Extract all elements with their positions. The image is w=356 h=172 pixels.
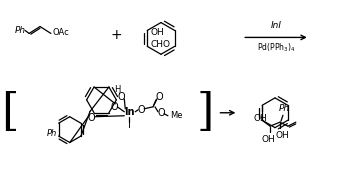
Text: Pd(PPh$_3$)$_4$: Pd(PPh$_3$)$_4$ <box>257 41 295 54</box>
Text: O: O <box>157 108 165 118</box>
Text: In: In <box>124 107 135 117</box>
Text: ]: ] <box>197 91 214 134</box>
Text: Ph: Ph <box>278 104 289 113</box>
Text: Ph: Ph <box>47 129 57 138</box>
Text: OH: OH <box>275 131 289 140</box>
Text: CHO: CHO <box>150 40 170 49</box>
Text: InI: InI <box>271 22 282 30</box>
Text: OH: OH <box>150 28 164 37</box>
Text: O: O <box>111 102 118 112</box>
Text: Me: Me <box>170 111 182 120</box>
Text: O: O <box>155 92 163 102</box>
Text: OH: OH <box>253 114 267 123</box>
Text: OAc: OAc <box>53 28 70 37</box>
Text: +: + <box>111 28 122 42</box>
Text: O: O <box>137 105 145 115</box>
Text: Ph: Ph <box>15 26 26 35</box>
Text: [: [ <box>1 91 19 134</box>
Text: O: O <box>117 92 125 102</box>
Text: OH: OH <box>261 135 275 144</box>
Text: O: O <box>88 113 95 123</box>
Text: I: I <box>128 120 131 130</box>
Text: H: H <box>114 85 121 94</box>
